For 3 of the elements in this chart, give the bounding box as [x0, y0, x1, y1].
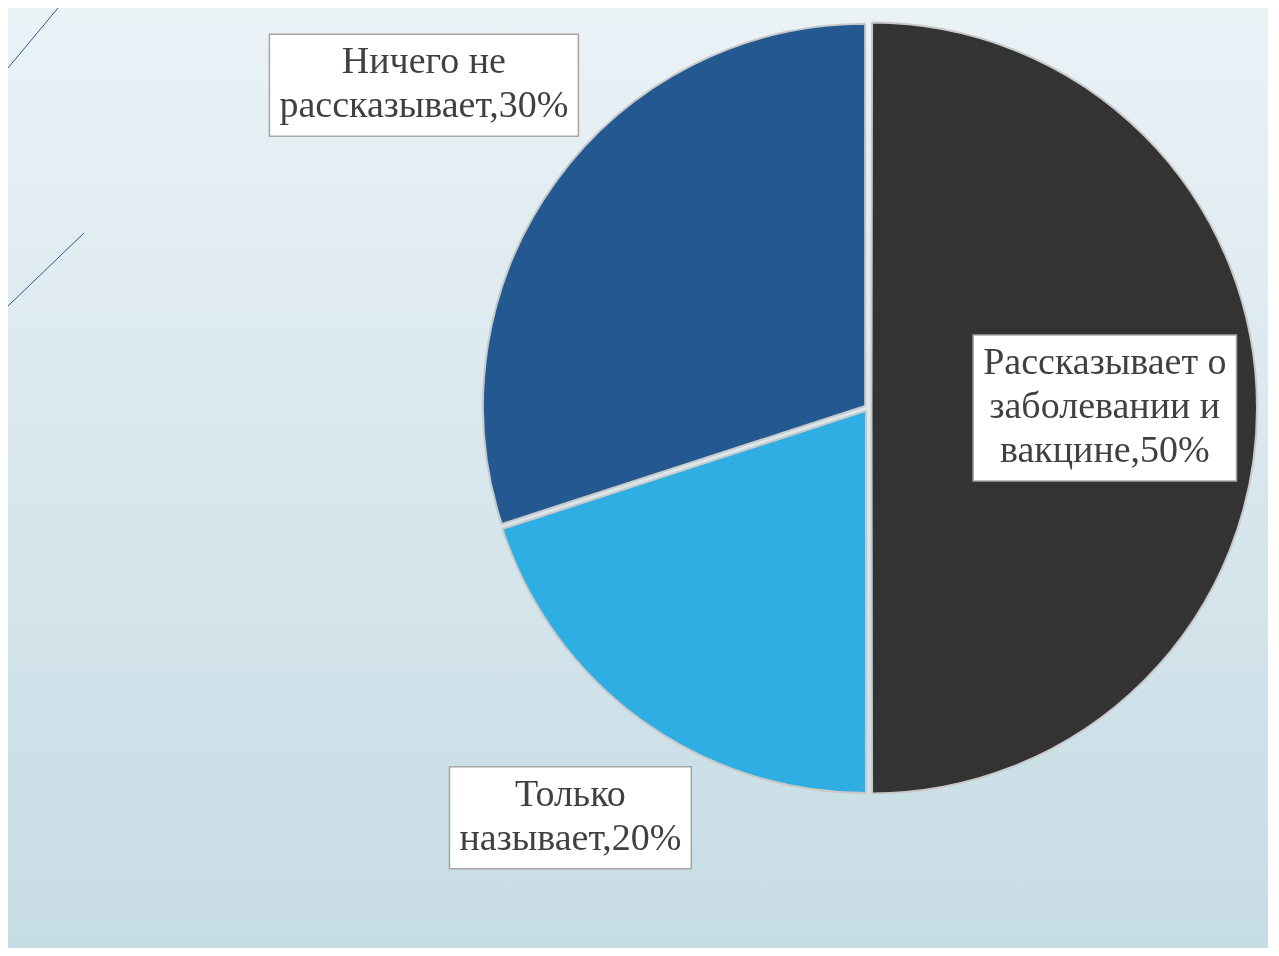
slice-label: Рассказывает о заболевании и вакцине,50% [983, 339, 1227, 470]
slice-label: Ничего не рассказывает,30% [279, 39, 569, 126]
slice-label: Только называет,20% [459, 771, 682, 858]
